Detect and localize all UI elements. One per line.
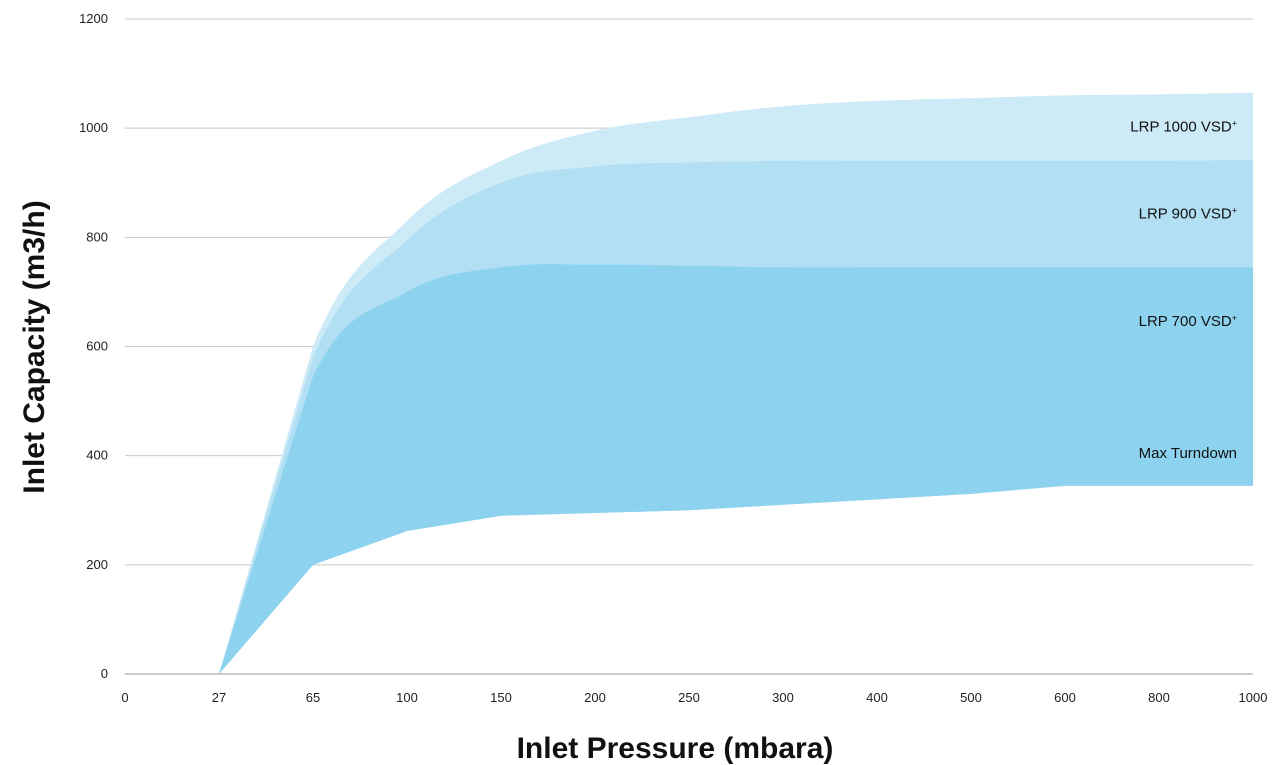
x-tick-label: 500	[960, 690, 982, 705]
y-axis-title: Inlet Capacity (m3/h)	[18, 200, 51, 493]
area-layer	[219, 92, 1253, 674]
series-label-superscript: +	[1232, 118, 1237, 128]
area-lrp-700-vsd	[219, 264, 1253, 674]
x-tick-label: 27	[212, 690, 226, 705]
x-tick-label: 150	[490, 690, 512, 705]
x-tick-label: 600	[1054, 690, 1076, 705]
y-tick-label: 0	[101, 666, 108, 681]
x-tick-label: 65	[306, 690, 320, 705]
x-tick-label: 1000	[1239, 690, 1268, 705]
x-tick-label: 400	[866, 690, 888, 705]
x-axis-title: Inlet Pressure (mbara)	[517, 732, 834, 765]
series-label-max-turndown: Max Turndown	[1139, 445, 1237, 462]
y-tick-label: 800	[86, 229, 108, 244]
y-tick-label: 400	[86, 448, 108, 463]
x-tick-label: 800	[1148, 690, 1170, 705]
series-label-lrp-700-vsd: LRP 700 VSD+	[1139, 313, 1237, 330]
series-label-superscript: +	[1232, 313, 1237, 323]
y-tick-label: 600	[86, 339, 108, 354]
x-tick-label: 250	[678, 690, 700, 705]
tick-layer: 0 200 400 600 800 1000 1200 0 27 65 100 150 200 250 30…	[79, 11, 1267, 705]
x-tick-label: 300	[772, 690, 794, 705]
series-label-lrp-1000-vsd: LRP 1000 VSD+	[1130, 118, 1237, 135]
series-label-lrp-900-vsd: LRP 900 VSD+	[1139, 206, 1237, 223]
y-tick-label: 1200	[79, 11, 108, 26]
y-tick-label: 1000	[79, 120, 108, 135]
x-tick-label: 0	[121, 690, 128, 705]
series-label-layer: LRP 1000 VSD+ LRP 900 VSD+ LRP 700 VSD+ Max…	[1130, 118, 1237, 462]
x-tick-label: 100	[396, 690, 418, 705]
x-tick-label: 200	[584, 690, 606, 705]
series-label-superscript: +	[1232, 206, 1237, 216]
y-tick-label: 200	[86, 557, 108, 572]
